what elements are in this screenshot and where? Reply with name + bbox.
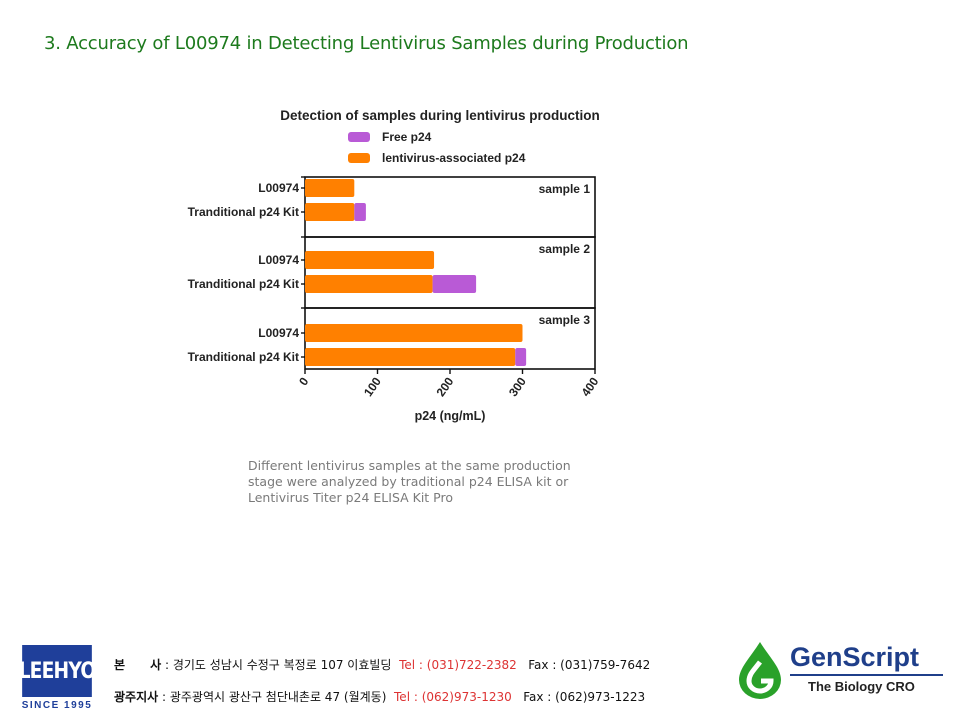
y-tick-label: L00974 — [258, 253, 299, 267]
x-tick-label: 100 — [361, 374, 384, 399]
genscript-drop-icon — [739, 642, 781, 699]
x-tick-label: 200 — [433, 374, 456, 399]
stacked-bar-chart: Detection of samples during lentivirus p… — [188, 108, 602, 423]
legend-label: Free p24 — [382, 130, 432, 144]
branch-label: 광주지사 — [114, 690, 159, 704]
panel-label: sample 1 — [539, 182, 591, 196]
bar-lentivirus-associated — [305, 275, 433, 293]
leehyo-logo: LEEHYO SINCE 1995 — [16, 645, 98, 713]
chart-caption: Different lentivirus samples at the same… — [248, 458, 571, 505]
legend-swatch — [348, 132, 370, 142]
y-tick-label: Tranditional p24 Kit — [188, 350, 299, 364]
hq-contact: 본 사 : 경기도 성남시 수정구 복정로 107 이효빌딩 Tel : (03… — [114, 656, 650, 673]
panel-label: sample 3 — [539, 313, 591, 327]
y-tick-label: Tranditional p24 Kit — [188, 277, 299, 291]
leehyo-logo-text: LEEHYO — [19, 645, 96, 697]
branch-address: : 광주광역시 광산구 첨단내촌로 47 (월계동) — [158, 690, 395, 704]
bar-lentivirus-associated — [305, 348, 516, 366]
genscript-name: GenScript — [790, 642, 920, 672]
bar-free-p24 — [432, 275, 477, 293]
bar-lentivirus-associated — [305, 179, 355, 197]
branch-fax: Fax : (062)973-1223 — [511, 690, 646, 704]
bar-lentivirus-associated — [305, 203, 355, 221]
genscript-divider — [790, 674, 943, 676]
branch-tel: Tel : (062)973-1230 — [394, 690, 512, 704]
y-tick-label: Tranditional p24 Kit — [188, 205, 299, 219]
y-tick-label: L00974 — [258, 326, 299, 340]
panel-label: sample 2 — [539, 242, 591, 256]
hq-tel: Tel : (031)722-2382 — [399, 658, 517, 672]
section-heading: 3. Accuracy of L00974 in Detecting Lenti… — [44, 33, 689, 54]
x-tick-label: 0 — [296, 374, 311, 388]
leehyo-since: SINCE 1995 — [21, 700, 93, 711]
x-axis-label: p24 (ng/mL) — [415, 409, 486, 423]
bar-lentivirus-associated — [305, 251, 435, 269]
x-tick-label: 300 — [506, 374, 529, 399]
bar-free-p24 — [354, 203, 366, 221]
genscript-tagline: The Biology CRO — [808, 679, 915, 694]
y-tick-label: L00974 — [258, 181, 299, 195]
chart-title: Detection of samples during lentivirus p… — [280, 108, 600, 123]
legend-swatch — [348, 153, 370, 163]
x-tick-label: 400 — [578, 374, 601, 399]
bar-lentivirus-associated — [305, 324, 523, 342]
legend-label: lentivirus-associated p24 — [382, 151, 526, 165]
bar-free-p24 — [515, 348, 527, 366]
hq-fax: Fax : (031)759-7642 — [516, 658, 651, 672]
hq-label: 본 사 — [114, 658, 162, 672]
genscript-logo: GenScript The Biology CRO — [735, 640, 947, 700]
branch-contact: 광주지사 : 광주광역시 광산구 첨단내촌로 47 (월계동) Tel : (0… — [114, 688, 645, 705]
hq-address: : 경기도 성남시 수정구 복정로 107 이효빌딩 — [161, 658, 400, 672]
